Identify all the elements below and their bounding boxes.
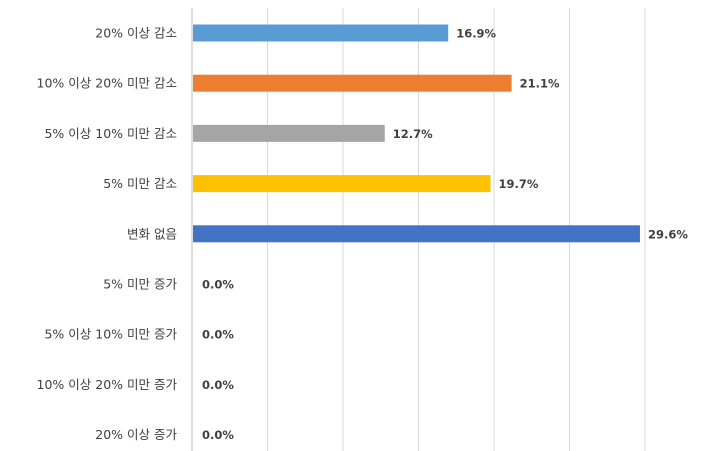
bars (193, 24, 640, 243)
bar (193, 24, 449, 42)
data-label: 0.0% (202, 428, 234, 442)
value-labels: 16.9% 21.1% 12.7% 19.7% 29.6% 0.0% 0.0% 0.0% 0.0… (202, 27, 688, 443)
category-label: 변화 없음 (127, 226, 177, 241)
category-label: 5% 미만 증가 (103, 277, 177, 292)
category-label: 20% 이상 감소 (95, 26, 177, 41)
data-label: 12.7% (393, 127, 433, 141)
data-label: 16.9% (456, 27, 496, 41)
bar (193, 225, 640, 243)
category-label: 5% 미만 감소 (103, 176, 177, 191)
data-label: 29.6% (648, 227, 688, 241)
data-label: 21.1% (520, 77, 560, 91)
category-labels: 20% 이상 감소 10% 이상 20% 미만 감소 5% 이상 10% 미만 감소… (37, 26, 178, 443)
data-label: 0.0% (202, 278, 234, 292)
bar (193, 175, 491, 193)
category-label: 10% 이상 20% 미만 증가 (37, 377, 178, 392)
data-label: 0.0% (202, 328, 234, 342)
bar (193, 74, 512, 92)
data-label: 0.0% (202, 378, 234, 392)
bar (193, 124, 385, 142)
category-label: 20% 이상 증가 (95, 427, 177, 442)
category-label: 5% 이상 10% 미만 감소 (44, 126, 177, 141)
data-label: 19.7% (498, 177, 538, 191)
category-label: 5% 이상 10% 미만 증가 (44, 327, 177, 342)
category-label: 10% 이상 20% 미만 감소 (37, 76, 177, 91)
